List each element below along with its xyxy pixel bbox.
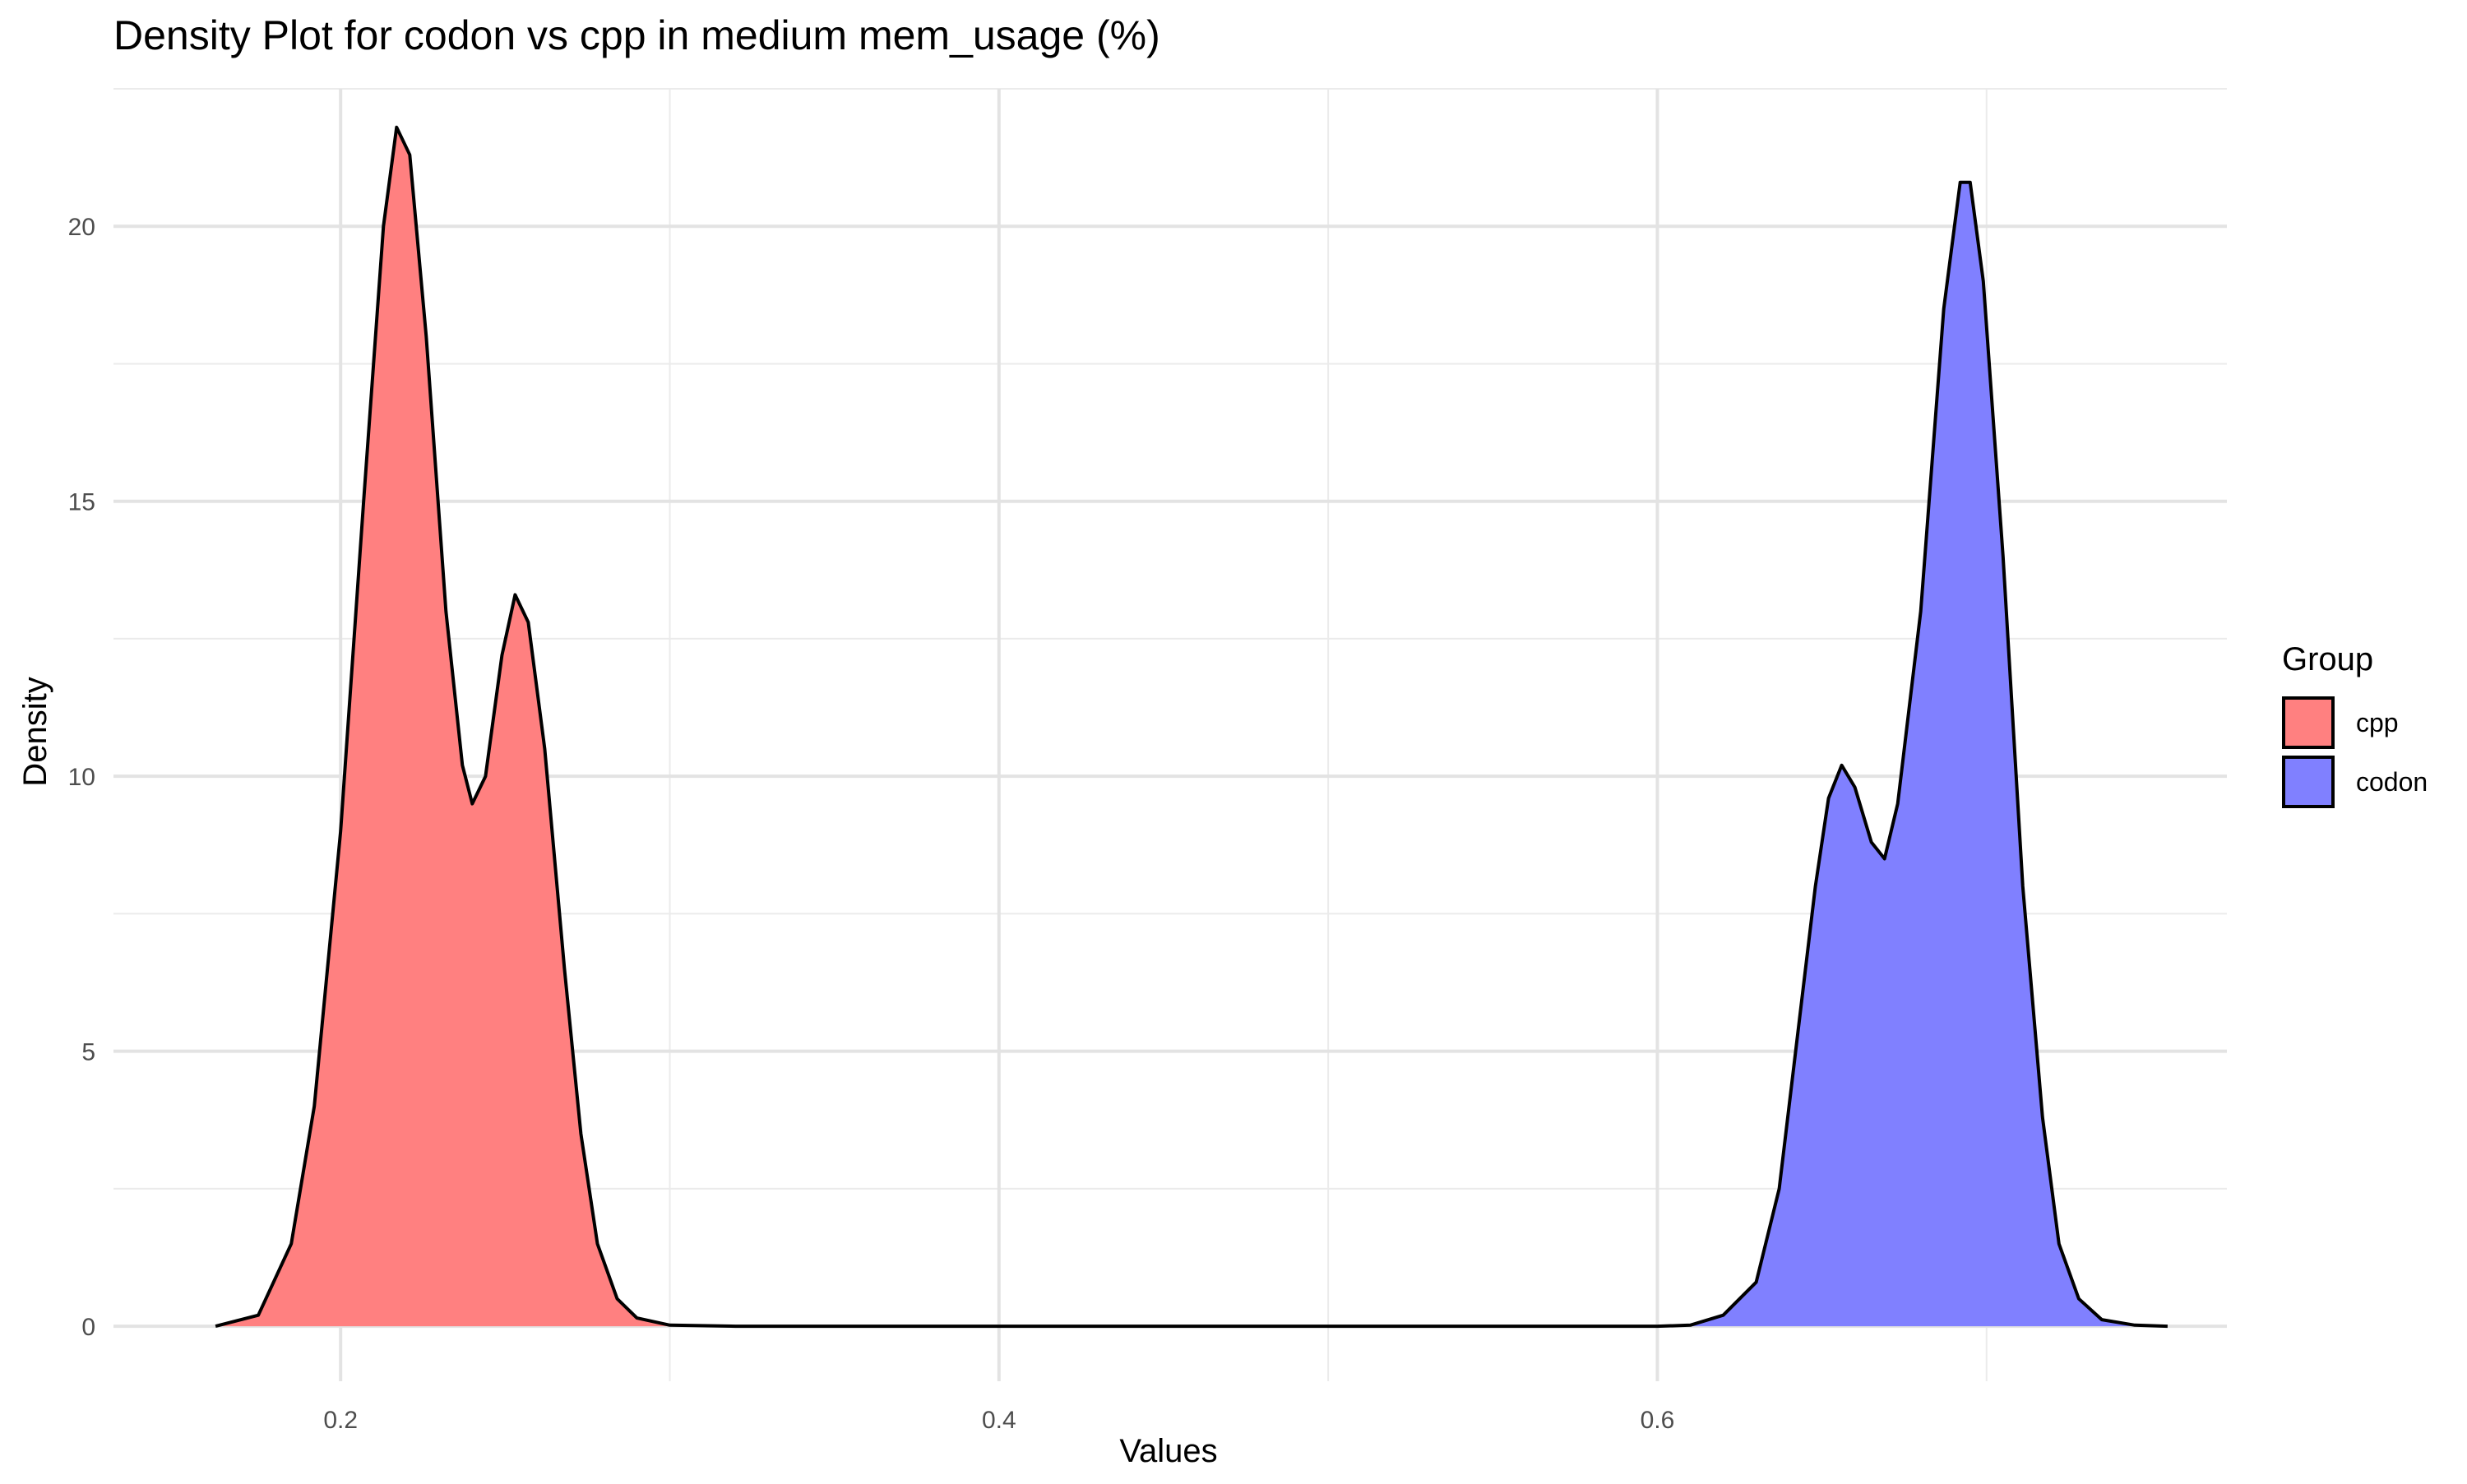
x-tick-label: 0.2 [323,1407,358,1434]
y-tick-label: 0 [81,1314,95,1341]
legend-swatch-codon [2282,756,2335,808]
y-tick-label: 10 [68,764,95,791]
density-areas [215,125,2168,1329]
legend-item-codon: codon [2282,752,2428,811]
density-outline-cpp [215,125,1164,1329]
chart-title: Density Plot for codon vs cpp in medium … [113,12,1160,58]
legend-swatch-cpp [2282,696,2335,749]
density-outline-codon [1164,180,2168,1329]
legend-label-codon: codon [2356,766,2428,797]
tick-labels: 0.2 0.4 0.6 0 5 10 15 20 [68,214,1675,1434]
legend-title: Group [2282,641,2374,677]
legend-label-cpp: cpp [2356,707,2399,737]
density-area-codon [1164,182,2168,1327]
density-area-cpp [215,127,1164,1327]
legend-item-cpp: cpp [2282,693,2428,752]
y-tick-label: 15 [68,489,95,516]
y-tick-label: 20 [68,214,95,241]
x-axis-title: Values [1119,1433,1217,1469]
x-tick-label: 0.4 [982,1407,1016,1434]
y-tick-label: 5 [81,1039,95,1066]
legend: Group cpp codon [2282,641,2428,811]
y-axis-title: Density [17,677,53,786]
x-tick-label: 0.6 [1641,1407,1675,1434]
